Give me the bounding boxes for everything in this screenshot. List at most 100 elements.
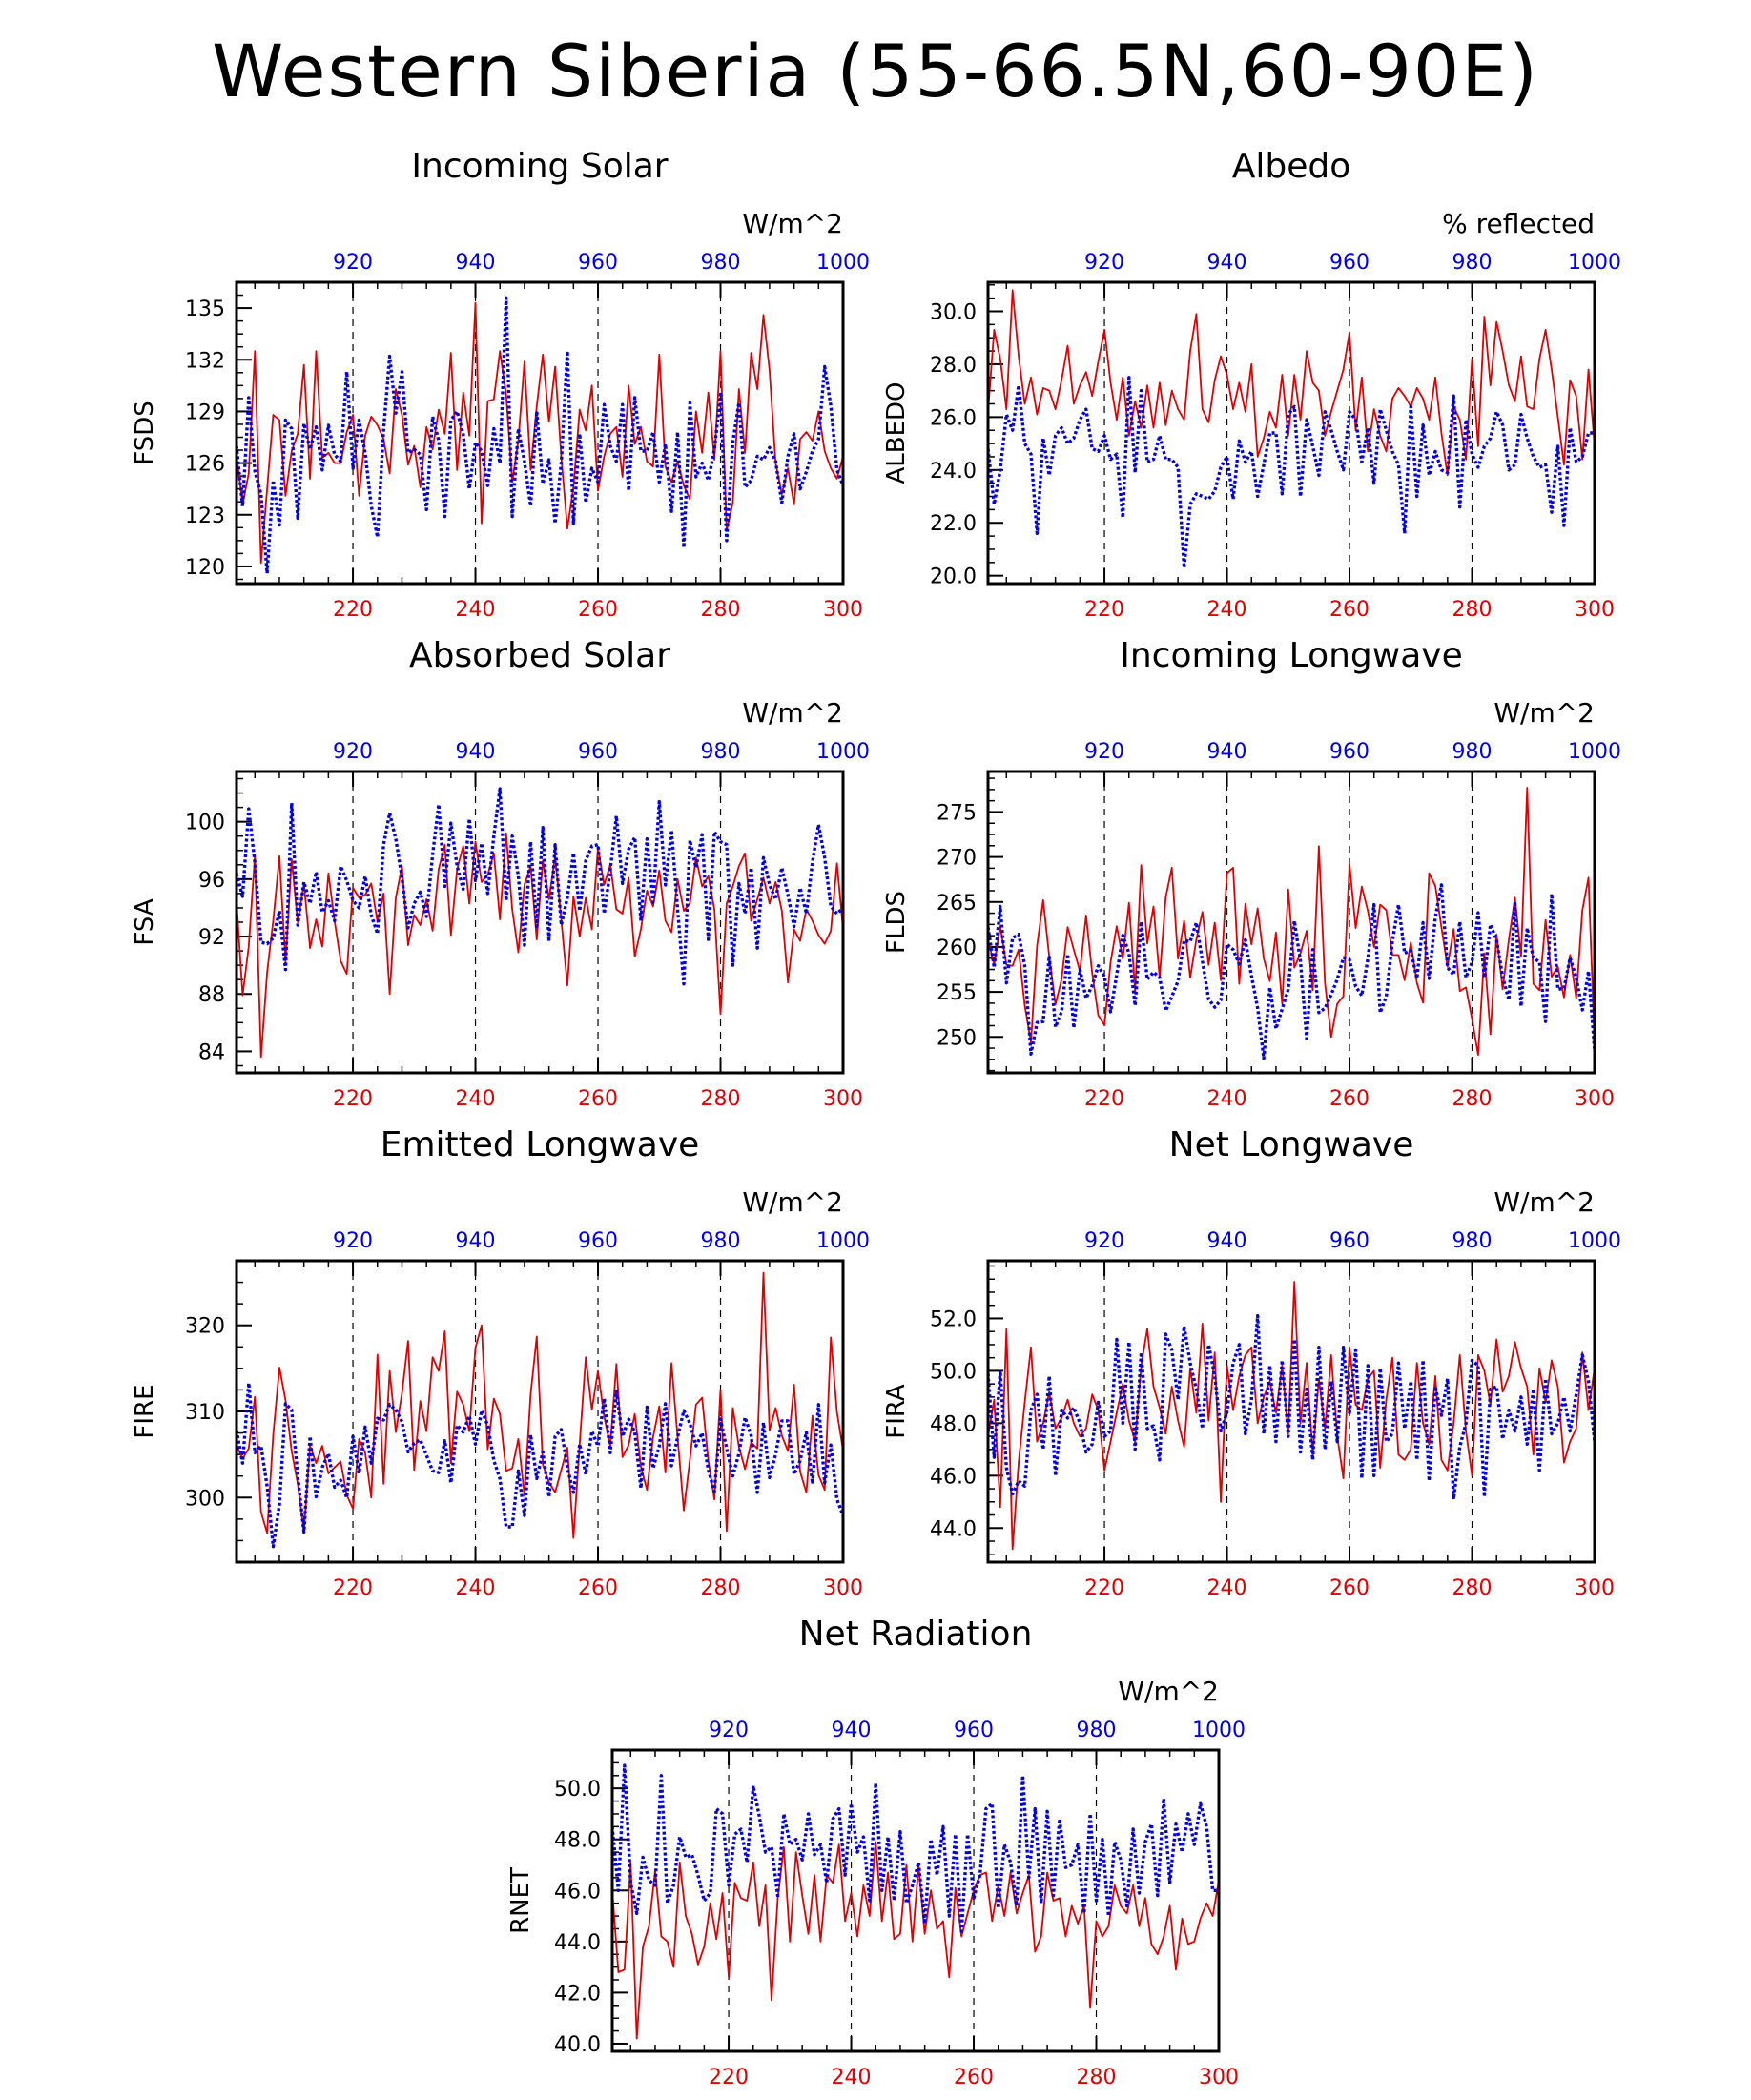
plot-frame xyxy=(986,280,1596,586)
x-top-tick-label: 960 xyxy=(1329,740,1370,764)
x-bottom-tick-label: 260 xyxy=(1329,598,1370,622)
x-top-tick-label: 1000 xyxy=(816,251,870,275)
x-top-tick-label: 980 xyxy=(701,1229,741,1253)
x-top-tick-label: 980 xyxy=(1452,740,1493,764)
y-axis-label: ALBEDO xyxy=(882,381,911,484)
x-bottom-tick-label: 300 xyxy=(823,1576,863,1600)
series-line-red xyxy=(237,1271,843,1539)
panel-title: Absorbed Solar xyxy=(409,636,670,675)
x-bottom-tick-label: 240 xyxy=(832,2066,872,2090)
x-bottom-tick-label: 220 xyxy=(1084,1087,1124,1111)
plot-frame xyxy=(235,770,845,1075)
chart-panel-4: Incoming Longwave W/m^2 220 240 260 280 300 920… xyxy=(882,636,1621,1111)
x-top-tick-label: 940 xyxy=(456,740,496,764)
y-tick-label: 260 xyxy=(937,937,977,960)
chart-panel-1: Incoming Solar W/m^2 220 240 260 280 300 920 940… xyxy=(131,147,870,622)
y-axis-label: FSDS xyxy=(131,401,159,465)
x-bottom-tick-label: 220 xyxy=(1084,1576,1124,1600)
panel-title: Incoming Longwave xyxy=(1120,636,1463,675)
y-tick-label: 275 xyxy=(937,801,977,825)
x-bottom-tick-label: 280 xyxy=(1452,1576,1493,1600)
x-top-tick-label: 920 xyxy=(709,1719,749,1742)
x-bottom-tick-label: 280 xyxy=(701,1087,741,1111)
x-top-tick-label: 1000 xyxy=(1568,740,1621,764)
series-line-red xyxy=(988,1281,1595,1551)
series-line-blue-dotted xyxy=(237,787,843,986)
x-top-tick-label: 1000 xyxy=(1568,1229,1621,1253)
x-bottom-tick-label: 280 xyxy=(1077,2066,1117,2090)
panel-title: Albedo xyxy=(1232,147,1351,186)
x-top-tick-label: 960 xyxy=(578,1229,618,1253)
x-bottom-tick-label: 220 xyxy=(333,1087,373,1111)
panel-title: Net Longwave xyxy=(1169,1125,1414,1164)
x-top-tick-label: 920 xyxy=(1084,251,1124,275)
chart-panel-3: Absorbed Solar W/m^2 220 240 260 280 300 920 940… xyxy=(131,636,870,1111)
y-tick-label: 50.0 xyxy=(554,1778,601,1801)
x-top-tick-label: 920 xyxy=(333,740,373,764)
x-top-tick-label: 940 xyxy=(832,1719,872,1742)
plot-frame xyxy=(235,280,845,586)
x-bottom-tick-label: 280 xyxy=(701,598,741,622)
y-tick-label: 84 xyxy=(198,1040,225,1064)
y-axis-label: RNET xyxy=(506,1867,535,1934)
plot-frame xyxy=(986,1259,1596,1564)
units-label: W/m^2 xyxy=(742,1186,843,1218)
x-top-tick-label: 940 xyxy=(456,251,496,275)
x-top-tick-label: 920 xyxy=(1084,1229,1124,1253)
x-bottom-tick-label: 260 xyxy=(578,1087,618,1111)
y-tick-label: 100 xyxy=(185,812,225,835)
x-top-tick-label: 980 xyxy=(1452,1229,1493,1253)
y-tick-label: 48.0 xyxy=(930,1412,977,1436)
y-tick-label: 88 xyxy=(198,983,225,1007)
y-tick-label: 44.0 xyxy=(930,1517,977,1541)
panel-title: Emitted Longwave xyxy=(381,1125,700,1164)
x-bottom-tick-label: 220 xyxy=(709,2066,749,2090)
y-tick-label: 50.0 xyxy=(930,1360,977,1384)
y-tick-label: 26.0 xyxy=(930,406,977,430)
y-tick-label: 265 xyxy=(937,892,977,916)
x-bottom-tick-label: 300 xyxy=(823,598,863,622)
x-bottom-tick-label: 260 xyxy=(1329,1576,1370,1600)
y-tick-label: 24.0 xyxy=(930,460,977,484)
x-top-tick-label: 980 xyxy=(701,251,741,275)
chart-panel-2: Albedo % reflected 220 240 260 280 300 920 940 96… xyxy=(882,147,1621,622)
series-line-red xyxy=(612,1841,1219,2040)
x-top-tick-label: 1000 xyxy=(1192,1719,1246,1742)
x-top-tick-label: 940 xyxy=(1207,1229,1247,1253)
y-tick-label: 132 xyxy=(185,349,225,373)
x-top-tick-label: 980 xyxy=(1452,251,1493,275)
plot-frame xyxy=(610,1748,1221,2053)
plot-frame xyxy=(235,1259,845,1564)
x-bottom-tick-label: 280 xyxy=(1452,1087,1493,1111)
x-bottom-tick-label: 280 xyxy=(1452,598,1493,622)
x-bottom-tick-label: 240 xyxy=(1207,1576,1247,1600)
panel-title: Net Radiation xyxy=(799,1615,1033,1654)
units-label: W/m^2 xyxy=(1494,697,1595,729)
chart-panel-6: Net Longwave W/m^2 220 240 260 280 300 920 940 96… xyxy=(882,1125,1621,1600)
y-tick-label: 46.0 xyxy=(554,1880,601,1904)
units-label: W/m^2 xyxy=(1118,1676,1219,1707)
y-tick-label: 22.0 xyxy=(930,512,977,536)
y-tick-label: 52.0 xyxy=(930,1307,977,1331)
x-bottom-tick-label: 300 xyxy=(823,1087,863,1111)
x-bottom-tick-label: 300 xyxy=(1575,1576,1615,1600)
y-tick-label: 120 xyxy=(185,556,225,580)
x-bottom-tick-label: 240 xyxy=(456,1576,496,1600)
series-line-blue-dotted xyxy=(237,1381,843,1549)
x-top-tick-label: 1000 xyxy=(816,1229,870,1253)
units-label: W/m^2 xyxy=(742,208,843,239)
y-tick-label: 42.0 xyxy=(554,1982,601,2006)
x-top-tick-label: 1000 xyxy=(816,740,870,764)
x-bottom-tick-label: 220 xyxy=(333,598,373,622)
x-bottom-tick-label: 240 xyxy=(1207,1087,1247,1111)
y-tick-label: 46.0 xyxy=(930,1465,977,1489)
y-tick-label: 44.0 xyxy=(554,1931,601,1955)
y-tick-label: 30.0 xyxy=(930,300,977,324)
x-bottom-tick-label: 280 xyxy=(701,1576,741,1600)
figure-title: Western Siberia (55-66.5N,60-90E) xyxy=(212,29,1539,113)
x-bottom-tick-label: 300 xyxy=(1199,2066,1239,2090)
series-line-red xyxy=(988,787,1595,1056)
series-line-blue-dotted xyxy=(237,296,843,575)
x-bottom-tick-label: 300 xyxy=(1575,598,1615,622)
